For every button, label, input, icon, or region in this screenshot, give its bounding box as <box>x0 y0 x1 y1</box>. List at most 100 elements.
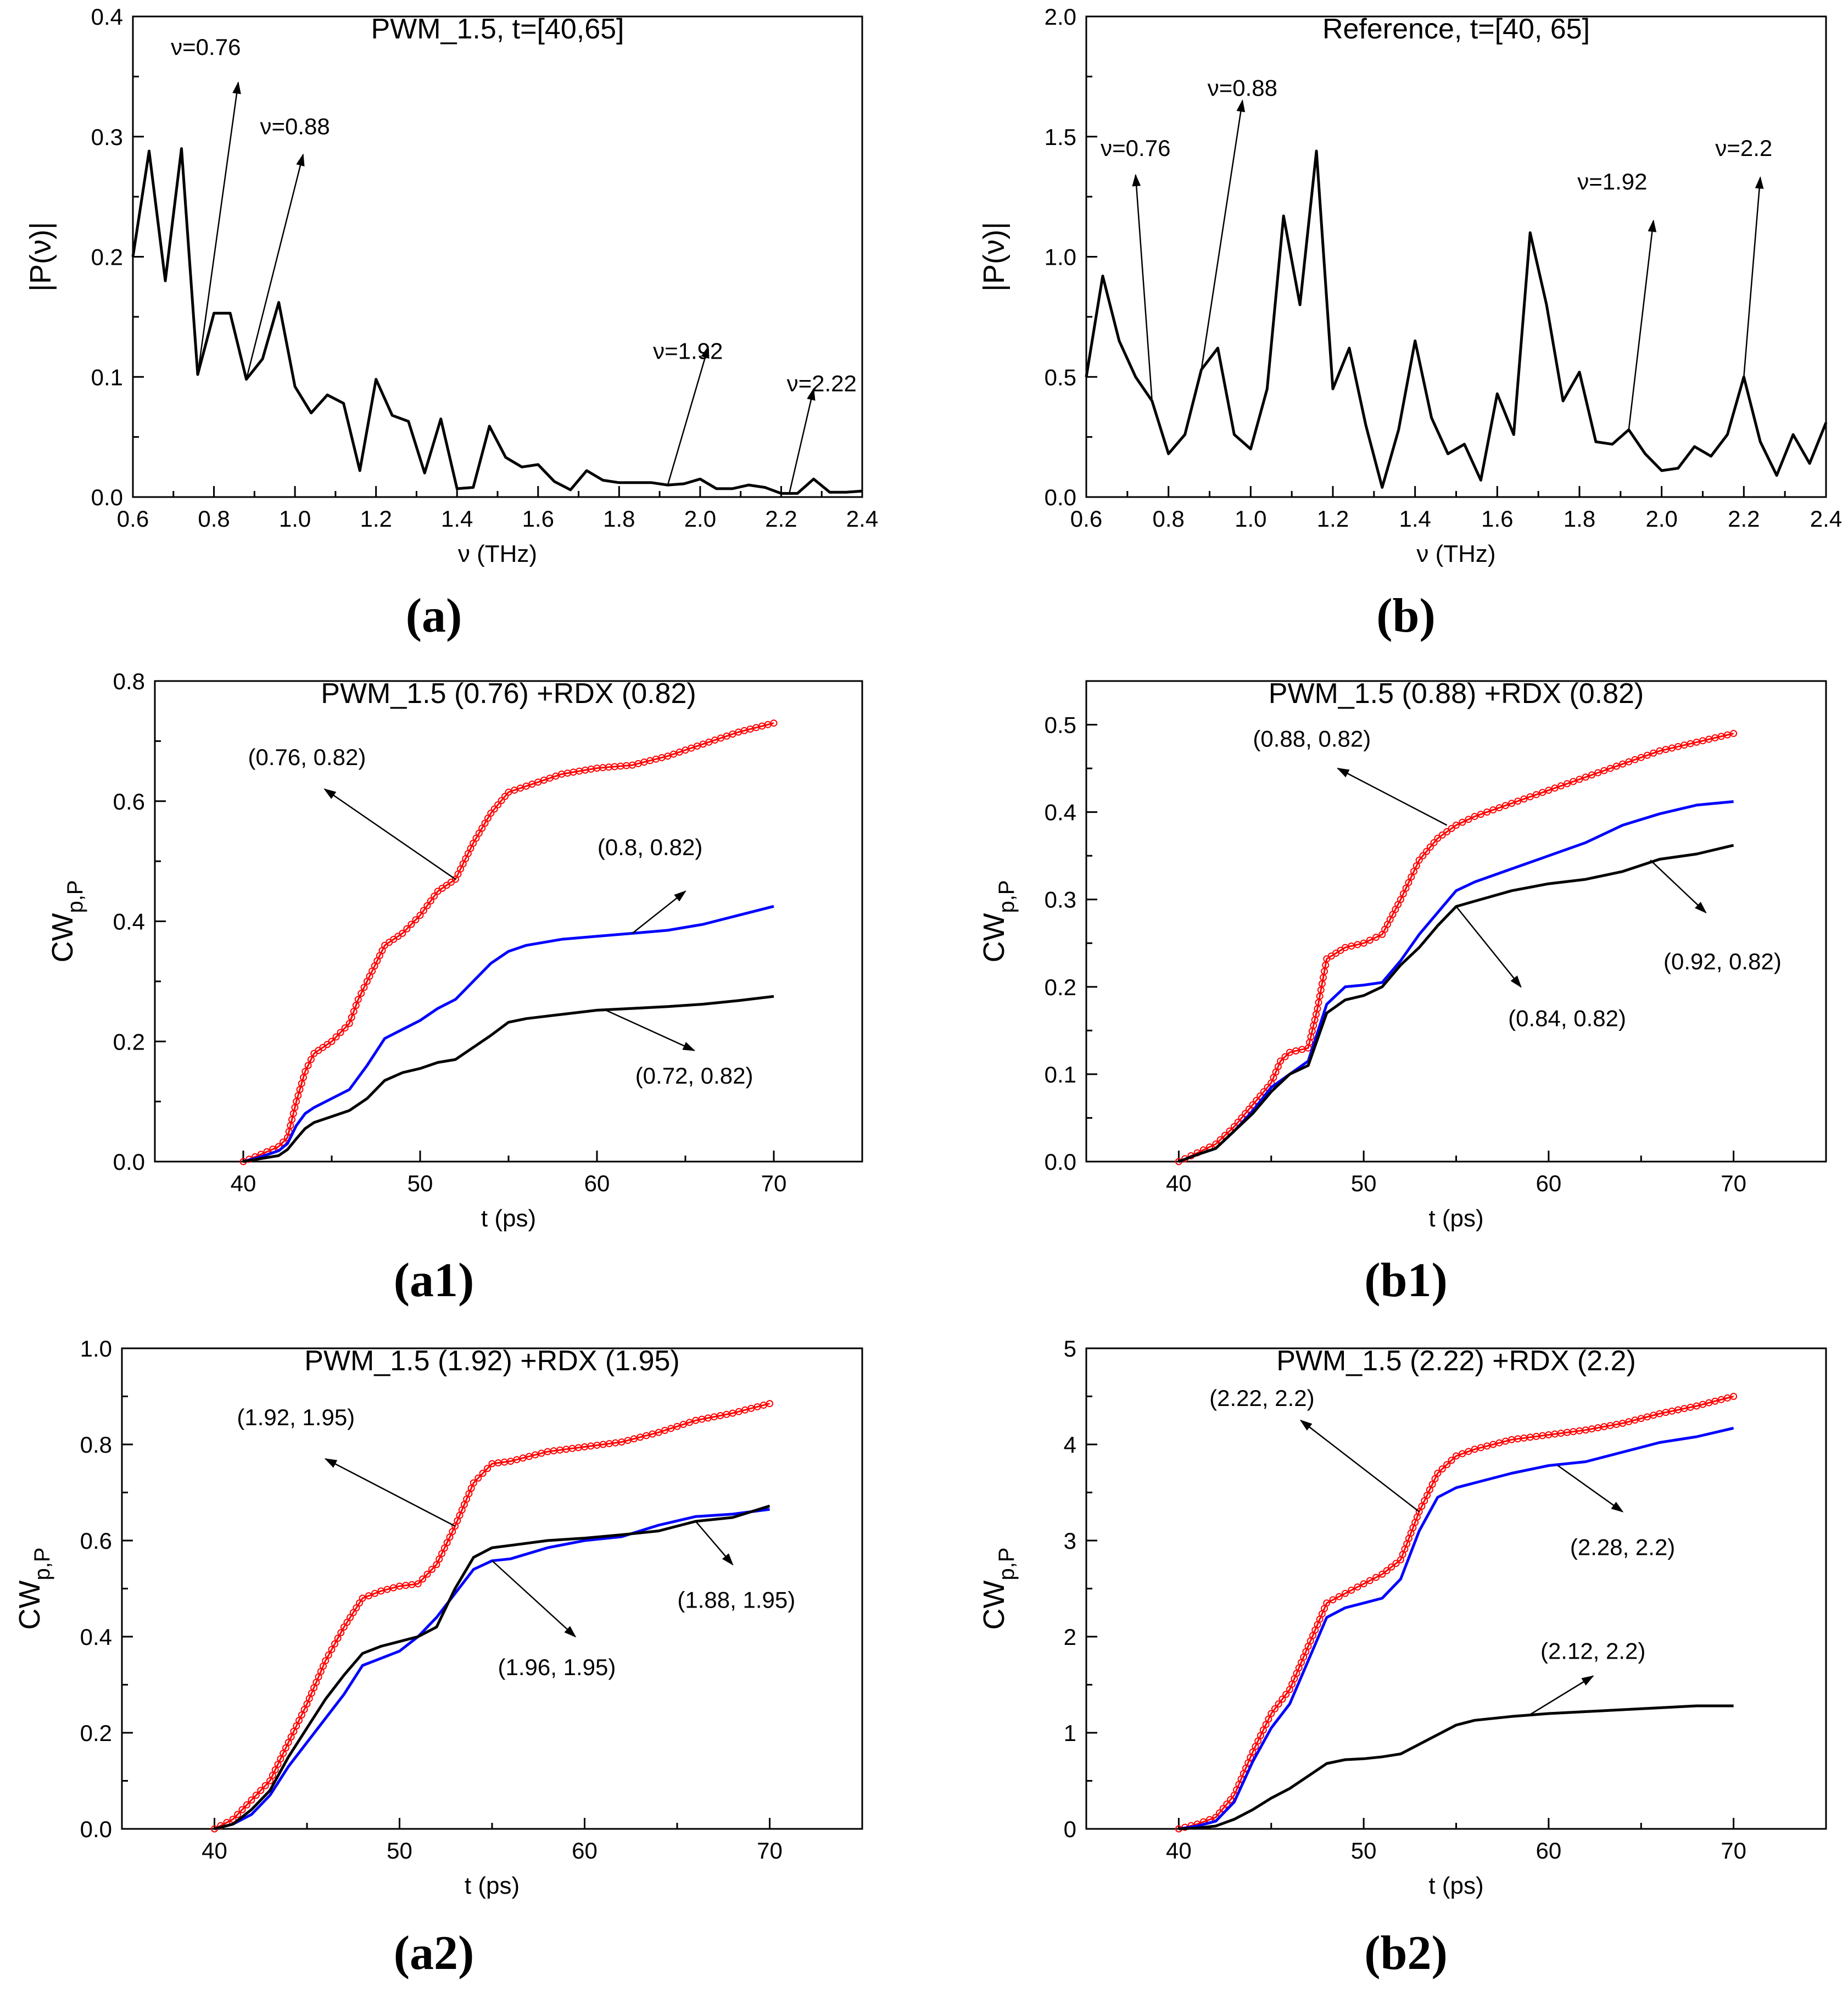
series-point <box>1405 879 1412 886</box>
x-tick-label: 0.6 <box>117 506 149 532</box>
chart-panel-b2: 40 50 60 70 0 1 2 3 4 5 PWM_1.5 (2.22) +RDX (2.2) t… <box>978 1336 1827 1980</box>
panel-label: (a2) <box>394 1927 474 1980</box>
series-point <box>328 1037 336 1045</box>
series-point <box>234 1811 242 1818</box>
series-point <box>487 810 495 817</box>
x-tick-label: 0.8 <box>1152 506 1184 532</box>
series-point <box>1278 1695 1286 1703</box>
series-point <box>304 1062 312 1069</box>
series-point <box>287 1733 295 1740</box>
panel-label-close: ) <box>1431 1254 1447 1307</box>
series-point <box>766 1400 773 1408</box>
series-point <box>438 1550 446 1558</box>
series-point <box>1354 1583 1361 1591</box>
series-point <box>1489 806 1497 814</box>
series-point <box>1360 939 1367 947</box>
series-point <box>1341 1589 1349 1597</box>
series-point <box>1423 1492 1431 1499</box>
x-tick-label: 1.0 <box>1235 506 1266 532</box>
y-tick-label: 0.2 <box>113 1029 145 1054</box>
series-point <box>1252 1743 1259 1750</box>
series-point <box>1465 816 1472 823</box>
annotation-arrow <box>1336 767 1448 826</box>
y-axis-label: CWp,P <box>978 880 1019 962</box>
panel-label-open: ( <box>1364 1254 1380 1307</box>
annotation-label: ν=0.76 <box>171 34 241 60</box>
x-tick-label: 60 <box>572 1838 598 1863</box>
panel-label-text: a2 <box>410 1927 458 1980</box>
y-axis-label: |P(ν)| <box>978 222 1010 292</box>
series-point <box>341 1024 349 1032</box>
annotation-arrow <box>245 153 305 380</box>
series-point <box>1514 797 1522 805</box>
annotation-label: (0.92, 0.82) <box>1663 948 1782 974</box>
series-line-0 <box>1085 149 1828 489</box>
series-line-2 <box>1178 844 1734 1163</box>
annotation-arrow <box>605 1009 696 1051</box>
series-point <box>1643 751 1651 759</box>
annotation-arrow <box>667 345 710 486</box>
series-point <box>1434 834 1442 842</box>
x-tick-label: 40 <box>1166 1170 1192 1196</box>
series-point <box>1438 831 1446 839</box>
chart-panel-b: 0.6 0.8 1.0 1.2 1.4 1.6 1.8 2.0 2.2 2.4 0.0 0.5 1.0 1… <box>978 4 1842 643</box>
series-point <box>667 1425 675 1432</box>
x-tick-label: 2.4 <box>1810 506 1842 532</box>
panel-label-close: ) <box>1419 589 1435 643</box>
series-point <box>403 925 411 933</box>
x-tick-label: 50 <box>407 1170 433 1196</box>
annotation-label: (1.92, 1.95) <box>237 1404 355 1430</box>
series-point <box>282 1744 289 1751</box>
series-point <box>277 1755 284 1762</box>
series-point <box>1388 1563 1395 1571</box>
plot-frame <box>1085 680 1827 1163</box>
series-point <box>1402 884 1410 892</box>
series-point <box>423 902 431 909</box>
series-point <box>501 793 509 800</box>
x-axis-label: ν (THz) <box>1416 540 1495 567</box>
x-tick-label: 2.2 <box>765 506 797 532</box>
chart-title: PWM_1.5, t=[40,65] <box>371 13 624 45</box>
plot-frame <box>132 15 863 498</box>
series-point <box>661 1426 669 1434</box>
x-tick-label: 1.4 <box>1399 506 1431 532</box>
x-tick-label: 1.2 <box>1317 506 1349 532</box>
series-point <box>1227 1796 1235 1804</box>
series-point <box>1477 811 1484 818</box>
chart-panel-a: 0.6 0.8 1.0 1.2 1.4 1.6 1.8 2.0 2.2 2.4 0.0 0.1 0.2 0… <box>24 4 878 643</box>
series-point <box>1249 1748 1257 1756</box>
series-point <box>337 1029 344 1036</box>
series-point <box>290 1728 298 1735</box>
y-tick-label: 0.1 <box>1045 1062 1076 1087</box>
annotation-label: (2.28, 2.2) <box>1570 1534 1675 1560</box>
series-line-2 <box>243 995 774 1163</box>
x-tick-label: 50 <box>1351 1170 1377 1196</box>
annotation-label: (0.88, 0.82) <box>1253 726 1371 751</box>
series-point <box>243 1801 250 1809</box>
series-point <box>325 1651 332 1659</box>
series-point <box>1448 824 1455 832</box>
x-tick-label: 40 <box>202 1838 227 1863</box>
chart-panel-b1: 40 50 60 70 0.0 0.1 0.2 0.3 0.4 0.5 PWM_1.5 (0.88)… <box>978 678 1827 1307</box>
series-point <box>1415 856 1423 864</box>
chart-panel-a1: 40 50 60 70 0.0 0.2 0.4 0.6 0.8 PWM_1.5 (0.76) +R… <box>46 668 863 1307</box>
series-line-1 <box>214 1508 770 1831</box>
series-point <box>1612 762 1620 770</box>
series-line-2 <box>214 1504 771 1831</box>
series-point <box>1412 862 1420 869</box>
series-point <box>1254 1737 1262 1745</box>
series-point <box>1366 1577 1374 1584</box>
series-point <box>1434 1470 1442 1477</box>
series-point <box>1582 773 1589 781</box>
y-tick-label: 0.4 <box>1045 800 1076 825</box>
series-point <box>1372 934 1380 941</box>
panel-label-close: ) <box>458 1927 474 1980</box>
x-tick-label: 1.4 <box>441 506 473 532</box>
y-tick-label: 1.0 <box>1045 244 1076 270</box>
annotation-label: (2.22, 2.2) <box>1209 1385 1314 1411</box>
series-point <box>365 1592 372 1600</box>
series-point <box>1242 1110 1249 1117</box>
chart-title: PWM_1.5 (2.22) +RDX (2.2) <box>1276 1345 1636 1377</box>
y-tick-label: 0.3 <box>1045 887 1076 913</box>
series-point <box>436 1555 443 1563</box>
